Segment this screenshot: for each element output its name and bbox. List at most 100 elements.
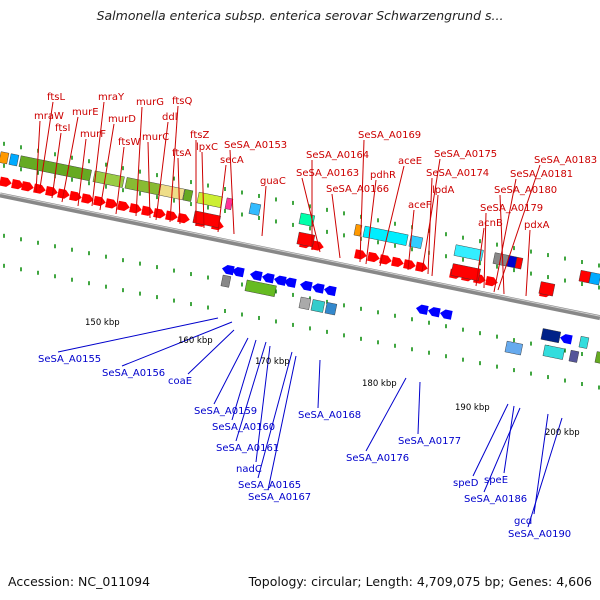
reverse-gene-block (540, 328, 561, 344)
tick-label: 200 kbp (545, 428, 580, 438)
gene-label: secA (220, 155, 244, 166)
gene-label: SeSA_A0169 (358, 130, 421, 141)
gene-label: ddl (162, 112, 177, 123)
reverse-gene-arrow (415, 304, 429, 315)
gene-label: SeSA_A0155 (38, 354, 101, 365)
forward-gene-arrow (0, 176, 12, 187)
label-leader-line (317, 359, 321, 409)
label-leader-line (527, 417, 563, 528)
gene-label: SeSA_A0179 (480, 203, 543, 214)
reverse-gene-arrow (284, 277, 297, 288)
gene-label: mraY (98, 92, 125, 103)
label-leader-line (61, 116, 79, 203)
reverse-gene-arrow (232, 266, 245, 278)
forward-gene-block (248, 202, 262, 216)
label-leader-line (115, 146, 125, 215)
forward-gene-arrow (391, 256, 404, 268)
forward-gene-arrow (45, 185, 58, 197)
gene-label: SeSA_A0190 (508, 529, 571, 540)
label-leader-line (359, 139, 365, 263)
gene-label: SeSA_A0153 (224, 140, 287, 151)
gene-label: SeSA_A0166 (326, 184, 389, 195)
forward-gene-block (196, 191, 223, 208)
label-leader-line (91, 101, 105, 207)
forward-gene-arrow (415, 261, 428, 272)
label-leader-line (499, 194, 505, 295)
label-leader-line (475, 227, 485, 287)
label-leader-line (169, 105, 179, 223)
reverse-gene-arrow (250, 270, 263, 281)
gene-label: murD (108, 114, 136, 125)
gene-label: murE (72, 107, 99, 118)
gene-label: SeSA_A0167 (248, 492, 311, 503)
forward-gene-arrow (11, 179, 24, 190)
gene-label: aceF (408, 200, 432, 211)
reverse-gene-block (578, 335, 590, 349)
label-leader-line (213, 337, 249, 405)
gene-label: ftsA (172, 148, 191, 159)
tick-layer (3, 141, 600, 390)
gene-label: SeSA_A0156 (102, 368, 165, 379)
forward-gene-arrow (367, 251, 380, 263)
forward-gene-block (538, 281, 556, 297)
gene-label: murC (142, 132, 169, 143)
reverse-gene-arrow (300, 280, 313, 292)
reverse-gene-arrow (273, 275, 287, 286)
backbone-line (0, 192, 600, 321)
reverse-gene-arrow (262, 273, 275, 284)
label-leader-line (257, 351, 293, 479)
gene-label: mraW (34, 111, 64, 122)
label-leader-line (503, 405, 515, 474)
gene-label: acnB (478, 218, 503, 229)
gene-label: gcd (514, 516, 532, 527)
gene-label: SeSA_A0174 (426, 168, 489, 179)
forward-gene-arrow (21, 181, 34, 192)
label-leader-line (267, 355, 297, 491)
forward-gene-arrow (105, 198, 118, 209)
label-leader-line (483, 407, 521, 493)
gene-label: pdhR (370, 170, 396, 181)
label-leader-line (147, 141, 151, 219)
forward-gene-block (8, 153, 20, 167)
map-title: Salmonella enterica subsp. enterica sero… (96, 8, 504, 23)
label-leader-line (229, 149, 235, 235)
forward-gene-arrow (33, 183, 46, 194)
gene-label: guaC (260, 176, 286, 187)
label-leader-line (301, 177, 321, 253)
forward-gene-block (408, 235, 424, 249)
reverse-gene-block (594, 351, 600, 364)
gene-label: nadC (236, 464, 262, 475)
label-leader-line (365, 179, 377, 265)
label-leader-line (201, 151, 205, 229)
label-leader-line (365, 377, 407, 452)
genome-summary-text: Topology: circular; Length: 4,709,075 bp… (248, 574, 592, 589)
gene-label: SeSA_A0161 (216, 443, 279, 454)
gene-label: ftsZ (190, 130, 209, 141)
label-leader-line (135, 106, 143, 217)
forward-gene-block (588, 272, 600, 286)
forward-gene-arrow (93, 195, 106, 207)
feature-layer (0, 151, 600, 364)
label-leader-line (235, 341, 267, 442)
forward-gene-arrow (81, 193, 94, 204)
reverse-gene-block (542, 344, 565, 360)
forward-gene-arrow (165, 210, 178, 221)
label-leader-line (407, 209, 415, 271)
forward-gene-block (450, 263, 481, 282)
gene-label: SeSA_A0180 (494, 185, 557, 196)
forward-gene-block (182, 189, 194, 202)
label-leader-line (255, 345, 271, 463)
label-leader-line (331, 193, 341, 259)
forward-gene-arrow (403, 259, 416, 270)
gene-label: ftsW (118, 137, 140, 148)
reverse-gene-arrow (221, 264, 235, 276)
gene-label: SeSA_A0168 (298, 410, 361, 421)
label-leader-line (472, 403, 509, 477)
forward-gene-arrow (153, 208, 166, 219)
tick-label: 170 kbp (255, 357, 290, 367)
backbone-layer (0, 192, 600, 321)
forward-gene-block (224, 197, 234, 211)
forward-gene-block (0, 151, 10, 165)
gene-label: murF (80, 129, 106, 140)
